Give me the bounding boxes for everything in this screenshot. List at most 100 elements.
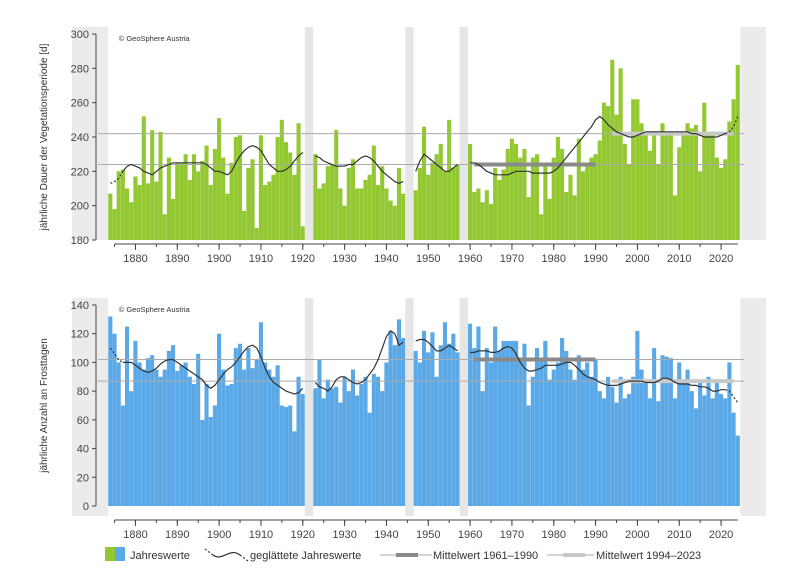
- bar: [606, 106, 611, 240]
- bar: [593, 154, 598, 240]
- bar: [108, 316, 113, 506]
- bar: [635, 330, 640, 506]
- bar: [631, 99, 636, 240]
- bar: [501, 169, 506, 240]
- bar: [560, 149, 565, 240]
- legend-swatch-green: [105, 547, 115, 561]
- bar: [626, 164, 632, 240]
- bar: [610, 59, 615, 240]
- bar: [225, 193, 230, 240]
- bar: [116, 171, 121, 240]
- x-tick-label: 1920: [291, 529, 315, 541]
- bar: [685, 369, 690, 506]
- bar: [275, 365, 280, 506]
- bar: [484, 348, 489, 506]
- bar: [585, 362, 590, 506]
- y-tick-label: 60: [77, 415, 89, 427]
- bar: [714, 379, 719, 506]
- x-tick-label: 1940: [374, 253, 398, 265]
- bar: [183, 154, 188, 240]
- bar: [718, 394, 724, 506]
- bar: [313, 388, 318, 506]
- bar: [133, 340, 138, 506]
- bar: [384, 188, 389, 240]
- bar: [643, 133, 648, 240]
- y-tick-label: 200: [71, 201, 89, 213]
- bar: [438, 345, 443, 506]
- smoothed-curve: [470, 345, 726, 392]
- bar: [647, 150, 652, 240]
- y-axis-label: jährliche Anzahl an Frosttagen: [39, 338, 50, 474]
- bar: [338, 188, 343, 240]
- bar: [254, 359, 259, 506]
- bar: [212, 149, 217, 240]
- bar: [618, 376, 623, 506]
- bar: [530, 157, 535, 240]
- bar: [350, 369, 355, 506]
- bar: [137, 362, 142, 506]
- bar: [125, 326, 130, 506]
- bar: [317, 359, 322, 506]
- y-tick-label: 260: [71, 98, 89, 110]
- bar: [375, 185, 381, 240]
- bar: [422, 126, 427, 240]
- bar: [639, 369, 644, 506]
- x-tick-label: 1970: [500, 253, 524, 265]
- bar: [660, 123, 665, 240]
- bar: [514, 143, 519, 240]
- bar: [145, 183, 151, 240]
- x-tick-label: 1980: [542, 529, 566, 541]
- bar: [568, 174, 573, 240]
- x-tick-label: 1930: [332, 529, 356, 541]
- bar: [534, 154, 540, 240]
- bar: [325, 379, 330, 506]
- smoothed-curve: [122, 344, 304, 395]
- legend: Jahreswerte geglättete Jahreswerte Mittelw…: [105, 547, 701, 562]
- bar: [555, 137, 560, 240]
- bar: [355, 395, 360, 506]
- x-tick-label: 1970: [500, 529, 524, 541]
- x-tick-label: 2010: [667, 529, 691, 541]
- bar: [455, 352, 460, 506]
- bar: [371, 145, 376, 240]
- bar: [355, 188, 360, 240]
- bar: [509, 340, 514, 506]
- bar: [346, 391, 351, 506]
- bar: [321, 183, 326, 240]
- bar: [509, 138, 514, 240]
- bar: [710, 131, 715, 240]
- bar: [664, 356, 669, 506]
- bar: [246, 167, 251, 240]
- bar: [116, 362, 121, 506]
- bar: [681, 379, 686, 506]
- bar: [580, 171, 586, 240]
- x-tick-label: 1890: [165, 529, 189, 541]
- bar: [154, 181, 159, 240]
- bar: [145, 358, 151, 506]
- bar: [196, 353, 201, 506]
- bar: [585, 166, 590, 240]
- bar: [258, 135, 263, 240]
- bar: [597, 140, 602, 240]
- bar: [283, 406, 289, 506]
- bar: [677, 147, 682, 240]
- bar: [526, 405, 531, 506]
- bar: [451, 333, 456, 506]
- bar: [677, 362, 682, 506]
- bar: [589, 157, 594, 240]
- bar: [480, 391, 485, 506]
- bar: [442, 171, 448, 240]
- bar: [672, 398, 678, 506]
- bar: [129, 202, 134, 240]
- bar: [597, 391, 602, 506]
- bar: [171, 345, 176, 506]
- bar: [580, 369, 586, 506]
- bar: [731, 99, 736, 240]
- bar: [392, 345, 397, 506]
- y-tick-label: 220: [71, 166, 89, 178]
- bar: [576, 138, 581, 240]
- bar: [229, 383, 234, 506]
- bar: [217, 118, 222, 240]
- bar: [434, 376, 439, 506]
